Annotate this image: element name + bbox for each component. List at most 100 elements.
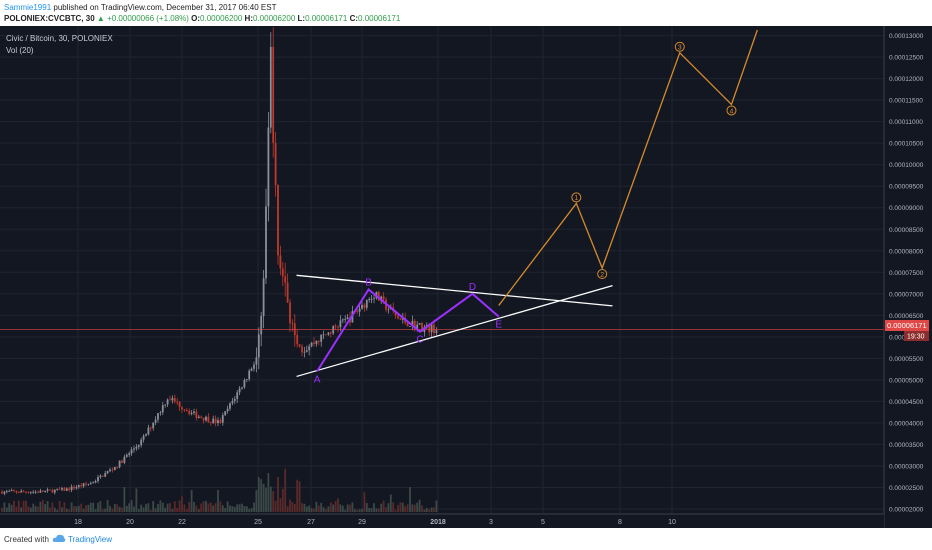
price-axis[interactable]: 0.00013000 0.00012500 0.00012000 0.00011500…: [889, 33, 924, 513]
candle-body: [337, 327, 339, 328]
volume-bar: [281, 488, 284, 512]
volume-bar: [154, 508, 157, 512]
volume-bar: [176, 508, 179, 512]
candle-body: [140, 439, 143, 446]
volume-bar: [416, 502, 419, 512]
impulse-marker-4: [726, 105, 737, 116]
volume-bar: [137, 508, 140, 512]
volume-bar: [111, 508, 114, 512]
volume-bar: [209, 502, 212, 512]
volume-bar: [190, 489, 193, 512]
candle-body: [305, 350, 308, 352]
time-tick-label: 3: [489, 519, 493, 526]
volume-bar: [363, 492, 366, 512]
candle-body: [34, 491, 37, 493]
chart-area[interactable]: A B C D E 1 2 3 4 0.00013000 0.00012500 0.00012000…: [0, 26, 932, 528]
candle-body: [279, 255, 282, 269]
candle-body: [212, 418, 215, 423]
drawings: A B C D E 1 2 3 4: [296, 29, 758, 385]
candle-body: [106, 471, 109, 474]
candle-body: [262, 278, 265, 317]
countdown-label: 19:30: [907, 334, 925, 341]
candle-body: [260, 316, 263, 335]
volume-bar: [22, 500, 25, 512]
candle-body: [39, 490, 42, 493]
candle-body: [243, 380, 246, 388]
candle-body: [125, 454, 128, 457]
candle-body: [274, 142, 277, 185]
volume-bar: [421, 505, 423, 512]
symbol-label: POLONIEX:CVCBTC, 30: [4, 14, 95, 23]
volume-bar: [37, 506, 39, 512]
volume-bar: [133, 506, 135, 512]
candle-body: [197, 416, 200, 418]
time-tick-label: 10: [668, 519, 676, 526]
volume-bar: [269, 486, 272, 512]
candle-body: [166, 399, 169, 405]
candle-body: [27, 492, 30, 494]
candle-body: [46, 489, 49, 491]
candle-body: [56, 488, 59, 490]
time-axis[interactable]: 18 20 22 25 27 29 2018 3 5 8 10: [74, 519, 676, 526]
candle-body: [289, 302, 291, 324]
time-tick-label: 27: [307, 519, 315, 526]
volume-bar: [106, 500, 109, 512]
volume-bar: [392, 502, 395, 512]
candle-body: [361, 304, 363, 309]
volume-bar: [135, 488, 138, 512]
candle-body: [185, 410, 188, 411]
candle-body: [224, 411, 227, 416]
volume-bar: [344, 509, 347, 512]
volume-bar: [185, 509, 188, 512]
volume-bar: [29, 507, 32, 512]
volume-bar: [217, 489, 219, 512]
candle-body: [382, 296, 385, 300]
price-tick-label: 0.00008500: [889, 227, 924, 234]
price-chart[interactable]: A B C D E 1 2 3 4 0.00013000 0.00012500 0.00012000…: [0, 26, 932, 528]
volume-bar: [178, 500, 181, 512]
price-tick-label: 0.00012500: [889, 55, 924, 62]
candle-body: [68, 488, 71, 490]
volume-bar: [380, 503, 383, 512]
volume-bar: [173, 501, 176, 512]
candle-body: [147, 427, 150, 435]
price-tick-label: 0.00005000: [889, 377, 924, 384]
volume-bar: [411, 504, 414, 512]
candle-body: [70, 486, 73, 490]
up-arrow-icon: ▲: [96, 14, 105, 23]
volume-bar: [245, 506, 248, 512]
candle-body: [281, 268, 284, 277]
author-link[interactable]: Sammie1991: [4, 3, 52, 12]
volume-bar: [406, 504, 409, 512]
candle-body: [257, 334, 260, 358]
volume-bar: [92, 502, 95, 512]
candle-body: [313, 342, 315, 344]
volume-bar: [229, 505, 231, 512]
volume-bar: [20, 507, 23, 512]
candle-body: [32, 491, 35, 493]
candle-body: [183, 409, 186, 411]
candle-body: [82, 483, 85, 487]
candle-body: [109, 469, 111, 472]
volume-bar: [382, 500, 385, 512]
volume-bar: [46, 501, 49, 512]
volume-bar: [301, 503, 303, 512]
volume-bar: [368, 508, 371, 512]
candle-body: [320, 334, 323, 342]
wave-label-b: B: [365, 278, 372, 289]
candle-body: [77, 485, 80, 488]
candle-body: [418, 323, 421, 325]
volume-bar: [339, 504, 342, 512]
created-with-text: Created with: [4, 535, 49, 544]
time-tick-label: 22: [178, 519, 186, 526]
volume-bar: [125, 505, 128, 512]
candle-body: [99, 475, 102, 478]
volume-bar: [70, 502, 73, 512]
price-tick-label: 0.00012000: [889, 76, 924, 83]
candle-body: [20, 490, 23, 493]
volume-bar: [346, 504, 349, 512]
volume-bar: [341, 505, 344, 512]
candle-body: [241, 387, 243, 389]
tradingview-link[interactable]: TradingView: [68, 535, 113, 544]
